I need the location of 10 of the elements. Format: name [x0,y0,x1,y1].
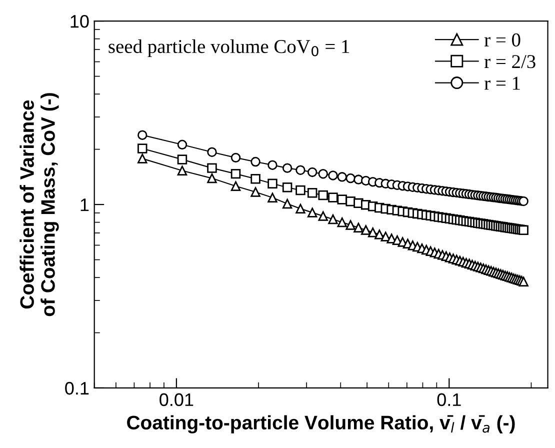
legend-label: r = 1 [484,76,520,90]
y-tick-label: 0.1 [65,382,89,395]
y-tick-label: 1 [80,198,89,212]
y-tick-label: 10 [70,14,89,28]
x-axis-title: Coating-to-particle Volume Ratio, v̄$_{l}$ / v̄$_{a}$ (-) [127,415,515,434]
legend-label: r = 0 [484,33,520,47]
x-tick-label: 0.01 [160,393,194,406]
legend-label: r = 2/3 [484,55,536,68]
y-axis-title: Coefficient of Variance of Coating Mass, CoV (-) [20,93,59,316]
annotation: seed particle volume CoV$_{0}$ = 1 [108,39,350,58]
